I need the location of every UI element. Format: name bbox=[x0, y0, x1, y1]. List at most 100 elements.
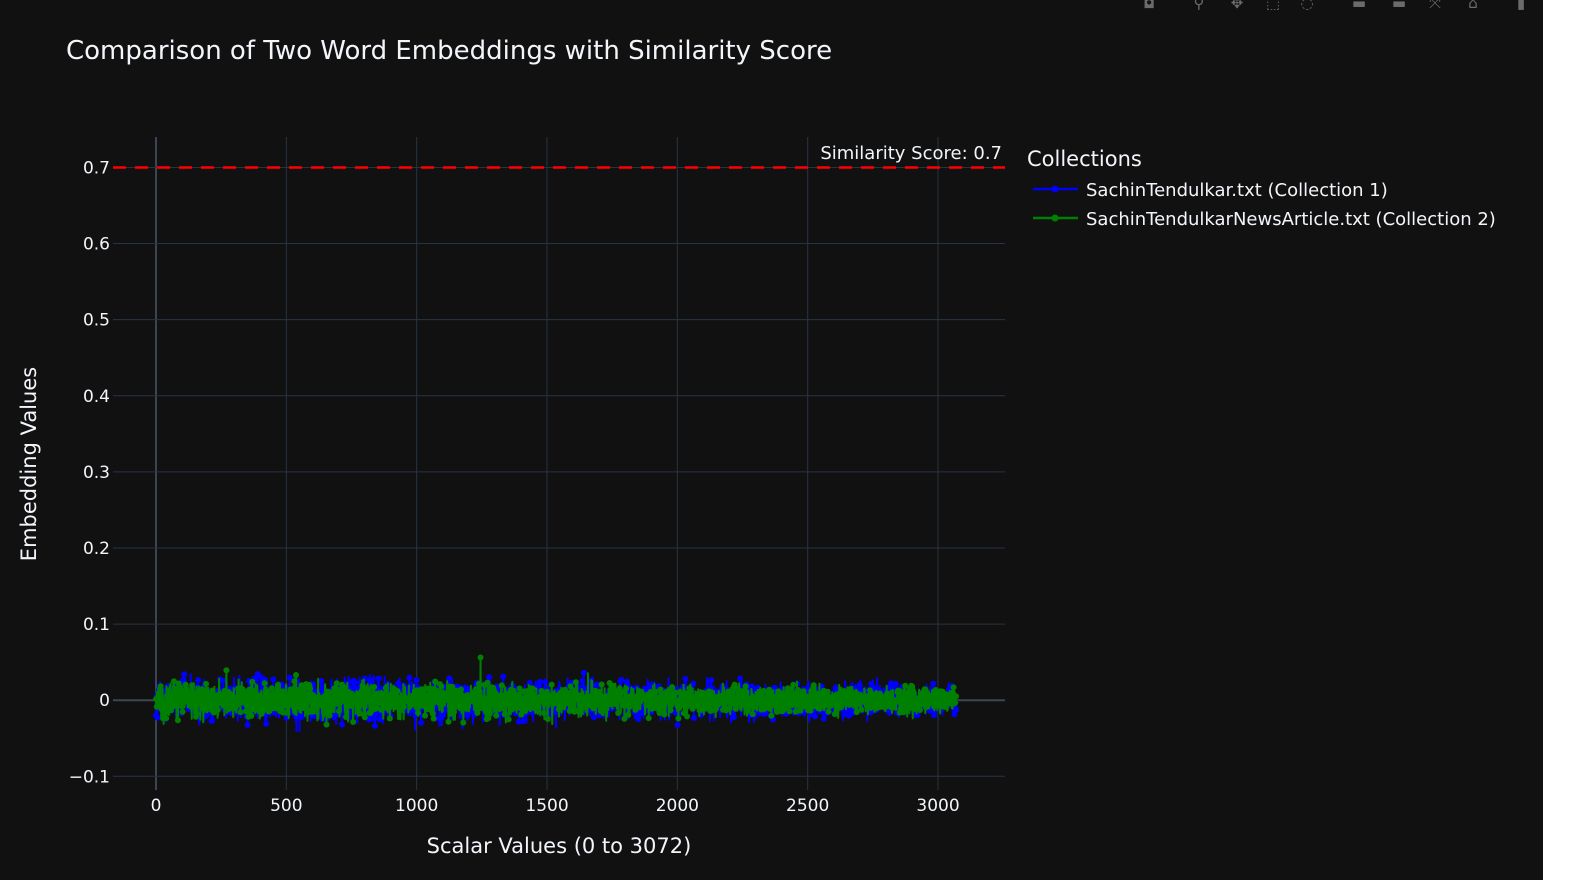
data-point bbox=[621, 715, 628, 722]
data-point bbox=[807, 707, 814, 714]
data-point bbox=[522, 708, 529, 715]
data-point bbox=[382, 685, 389, 692]
legend-label-collection-1: SachinTendulkar.txt (Collection 1) bbox=[1086, 180, 1388, 201]
data-point bbox=[953, 706, 959, 713]
plotly-logo-icon[interactable]: ▮ bbox=[1516, 0, 1526, 12]
data-point bbox=[202, 688, 209, 695]
data-point bbox=[429, 710, 436, 717]
data-point bbox=[352, 679, 359, 686]
camera-icon[interactable]: ◘ bbox=[1143, 0, 1155, 12]
data-point bbox=[195, 677, 202, 683]
data-point bbox=[508, 706, 515, 713]
data-point bbox=[318, 677, 324, 684]
data-point bbox=[886, 709, 893, 716]
pan-icon[interactable]: ✥ bbox=[1230, 0, 1244, 12]
legend-item-collection-2[interactable]: SachinTendulkarNewsArticle.txt (Collecti… bbox=[1033, 209, 1496, 230]
data-point bbox=[220, 677, 227, 684]
data-point bbox=[333, 680, 340, 687]
data-point bbox=[732, 705, 739, 712]
data-point bbox=[418, 700, 425, 707]
data-point bbox=[336, 708, 342, 715]
data-point bbox=[544, 716, 551, 722]
data-point bbox=[787, 686, 794, 693]
data-point bbox=[189, 682, 195, 689]
data-point bbox=[179, 708, 186, 715]
modebar: ◘ ⚲ ✥ ⬚ ◌ ▬ ▬ ⤧ ⌂ ▮ bbox=[1120, 0, 1540, 14]
data-point bbox=[834, 696, 841, 703]
data-point bbox=[413, 677, 420, 684]
data-point bbox=[619, 689, 626, 696]
reset-axes-icon[interactable]: ⌂ bbox=[1468, 0, 1478, 12]
data-point bbox=[301, 699, 308, 706]
data-point bbox=[645, 715, 652, 722]
data-point bbox=[580, 669, 587, 676]
data-point bbox=[312, 708, 319, 715]
data-point bbox=[684, 713, 690, 720]
data-point bbox=[257, 692, 263, 699]
data-point bbox=[772, 699, 779, 706]
data-point bbox=[501, 711, 508, 718]
lasso-select-icon[interactable]: ◌ bbox=[1300, 0, 1314, 12]
zoom-in-icon[interactable]: ▬ bbox=[1351, 0, 1367, 12]
data-point bbox=[561, 700, 568, 707]
data-point bbox=[172, 695, 179, 702]
data-point bbox=[460, 719, 467, 726]
data-point bbox=[635, 701, 642, 708]
data-point bbox=[594, 681, 601, 688]
x-tick-label: 1000 bbox=[395, 796, 438, 816]
box-select-icon[interactable]: ⬚ bbox=[1265, 0, 1281, 12]
data-point bbox=[209, 687, 216, 694]
data-point bbox=[418, 719, 425, 726]
y-tick-label: 0.5 bbox=[83, 311, 110, 331]
data-point bbox=[766, 686, 773, 693]
data-point bbox=[157, 683, 164, 690]
data-point bbox=[690, 680, 697, 687]
data-point bbox=[625, 711, 632, 718]
data-point bbox=[386, 715, 393, 722]
data-point bbox=[275, 681, 281, 688]
data-point bbox=[422, 712, 428, 719]
series-collection-2[interactable] bbox=[153, 654, 959, 728]
similarity-annotation: Similarity Score: 0.7 bbox=[820, 143, 1002, 164]
data-point bbox=[891, 704, 898, 711]
data-point bbox=[698, 706, 705, 713]
zoom-icon[interactable]: ⚲ bbox=[1193, 0, 1205, 12]
data-point bbox=[406, 674, 413, 681]
y-tick-label: 0 bbox=[99, 691, 110, 711]
data-point bbox=[181, 671, 188, 678]
data-point bbox=[519, 718, 526, 725]
data-point bbox=[290, 694, 297, 700]
zoom-out-icon[interactable]: ▬ bbox=[1391, 0, 1407, 12]
scatter-chart[interactable]: 0 500 1000 1500 2000 2500 3000 −0.1 0 0.1 0.2 0.3 0.… bbox=[0, 0, 1543, 880]
data-point bbox=[171, 678, 177, 685]
autoscale-icon[interactable]: ⤧ bbox=[1428, 0, 1441, 12]
data-point bbox=[283, 709, 290, 716]
data-point bbox=[596, 688, 603, 695]
data-point bbox=[951, 711, 958, 718]
data-point bbox=[566, 708, 573, 714]
data-point bbox=[825, 708, 832, 715]
data-point bbox=[771, 684, 778, 691]
data-point bbox=[832, 685, 839, 691]
legend-item-collection-1[interactable]: SachinTendulkar.txt (Collection 1) bbox=[1033, 180, 1388, 201]
data-point bbox=[400, 703, 407, 710]
data-point bbox=[821, 700, 828, 707]
data-point bbox=[572, 679, 579, 686]
data-point bbox=[858, 706, 865, 713]
data-point bbox=[458, 686, 464, 693]
data-point bbox=[686, 685, 693, 692]
data-point bbox=[730, 714, 737, 721]
y-tick-label: 0.1 bbox=[83, 615, 110, 635]
data-point bbox=[652, 688, 659, 695]
data-point bbox=[902, 682, 909, 689]
data-point bbox=[474, 709, 481, 716]
data-point bbox=[223, 667, 230, 674]
data-point bbox=[542, 678, 549, 685]
data-point bbox=[739, 701, 746, 708]
data-point bbox=[489, 695, 496, 702]
data-point bbox=[768, 712, 775, 719]
data-point bbox=[154, 714, 161, 721]
data-point bbox=[430, 715, 437, 722]
data-point bbox=[394, 688, 401, 695]
data-point bbox=[750, 704, 757, 711]
